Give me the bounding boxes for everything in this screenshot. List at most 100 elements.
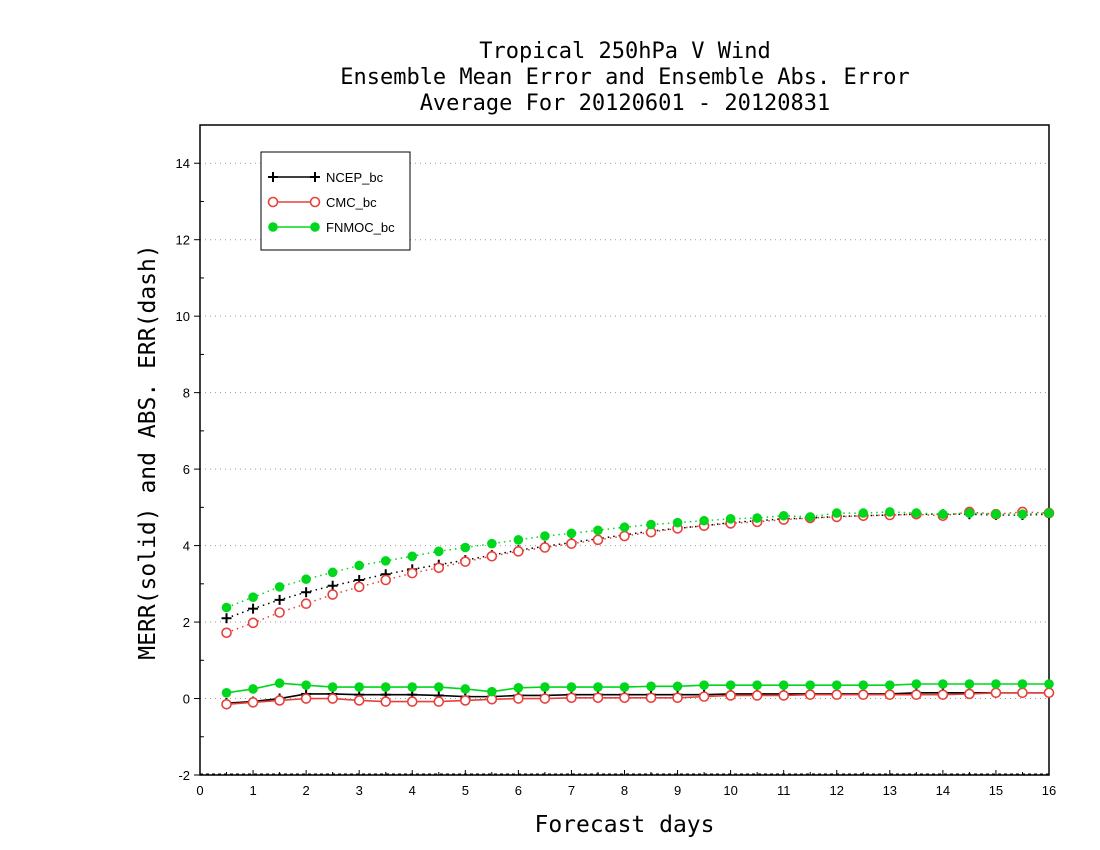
fnmoc-bc-abs-err-point <box>513 535 524 545</box>
x-tick-label: 10 <box>723 783 737 798</box>
cmc-bc-abs-err-point <box>619 530 630 542</box>
cmc-bc-merr-point <box>725 690 736 701</box>
fnmoc-bc-abs-err-point <box>593 525 603 536</box>
cmc-bc-merr-point <box>380 696 392 707</box>
fnmoc-bc-abs-err-point <box>885 507 895 517</box>
x-tick-label: 5 <box>462 783 469 798</box>
cmc-bc-merr-point <box>247 697 259 708</box>
fnmoc-bc-merr-point <box>380 682 391 692</box>
y-tick-label: 14 <box>176 156 190 171</box>
fnmoc-bc-abs-err-point <box>858 508 869 518</box>
fnmoc-bc-abs-err-point <box>407 551 418 562</box>
cmc-bc-merr-point <box>300 693 312 704</box>
x-axis-title: Forecast days <box>534 812 714 838</box>
legend-marker-cmc-bc <box>309 196 321 208</box>
fnmoc-bc-abs-err-point <box>540 531 550 541</box>
cmc-bc-merr-point <box>539 693 551 704</box>
fnmoc-bc-merr-point <box>540 682 550 692</box>
y-tick-label: 4 <box>183 539 190 554</box>
fnmoc-bc-merr-point <box>672 681 683 692</box>
cmc-bc-abs-err-line <box>226 511 1050 634</box>
fnmoc-bc-abs-err-point <box>566 528 577 539</box>
y-tick-label: 12 <box>176 233 190 248</box>
cmc-bc-merr-point <box>911 689 922 701</box>
cmc-bc-abs-err-point <box>274 607 285 618</box>
fnmoc-bc-abs-err-line <box>226 511 1050 609</box>
x-tick-label: 15 <box>989 783 1003 798</box>
legend-marker-ncep-bc <box>310 172 320 182</box>
x-tick-label: 12 <box>830 783 844 798</box>
legend-marker-ncep-bc <box>268 172 278 182</box>
cmc-bc-merr-point <box>645 692 657 704</box>
fnmoc-bc-merr-point <box>327 682 338 692</box>
fnmoc-bc-abs-err-point <box>938 509 948 520</box>
fnmoc-bc-merr-point <box>964 679 975 689</box>
fnmoc-bc-abs-err-point <box>460 542 471 553</box>
fnmoc-bc-abs-err-point <box>274 582 285 592</box>
cmc-bc-merr-point <box>990 687 1002 699</box>
fnmoc-bc-abs-err-point <box>831 508 842 518</box>
fnmoc-bc-merr-point <box>752 680 762 690</box>
fnmoc-bc-abs-err-point <box>778 510 789 521</box>
fnmoc-bc-abs-err-point <box>433 546 444 557</box>
fnmoc-bc-merr-point <box>513 683 524 693</box>
x-tick-label: 7 <box>568 783 575 798</box>
fnmoc-bc-merr-point <box>1044 679 1054 689</box>
fnmoc-bc-abs-err-point <box>380 556 391 566</box>
y-tick-label: 0 <box>183 692 190 707</box>
fnmoc-bc-abs-err-point <box>991 509 1001 520</box>
legend-label-fnmoc-bc: FNMOC_bc <box>326 220 395 235</box>
fnmoc-bc-merr-point <box>646 681 656 692</box>
cmc-bc-merr-point <box>751 690 763 701</box>
legend-label-cmc-bc: CMC_bc <box>326 195 377 210</box>
legend-marker-cmc-bc <box>267 196 279 208</box>
cmc-bc-merr-point <box>884 689 896 701</box>
cmc-bc-merr-point <box>406 696 418 707</box>
x-tick-label: 1 <box>249 783 256 798</box>
fnmoc-bc-merr-point <box>911 679 922 689</box>
fnmoc-bc-abs-err-point <box>248 592 258 603</box>
fnmoc-bc-merr-point <box>248 684 258 694</box>
fnmoc-bc-abs-err-point <box>221 602 232 613</box>
legend-marker-fnmoc-bc <box>310 222 320 232</box>
cmc-bc-abs-err-point <box>327 589 338 600</box>
cmc-bc-abs-err-point <box>513 546 524 557</box>
fnmoc-bc-merr-point <box>460 684 471 694</box>
cmc-bc-merr-point <box>566 692 577 704</box>
cmc-bc-abs-err-point <box>353 581 365 593</box>
fnmoc-bc-abs-err-point <box>752 513 762 523</box>
cmc-bc-merr-point <box>857 689 869 701</box>
y-axis-title: MERR(solid) and ABS. ERR(dash) <box>135 244 161 659</box>
ncep-bc-abs-err-point <box>248 603 259 614</box>
fnmoc-bc-merr-point <box>433 682 444 692</box>
y-tick-label: 2 <box>183 615 190 630</box>
chart-title-line-2: Ensemble Mean Error and Ensemble Abs. Er… <box>340 65 910 90</box>
y-tick-label: 6 <box>183 462 190 477</box>
x-axis-ticks: 0 1 2 3 4 5 6 7 8 9 10 11 12 13 14 15 16 <box>196 770 1056 798</box>
fnmoc-bc-merr-point <box>725 680 736 690</box>
fnmoc-bc-merr-point <box>407 682 418 692</box>
cmc-bc-abs-err-point <box>460 556 471 567</box>
fnmoc-bc-abs-err-point <box>301 574 311 585</box>
fnmoc-bc-abs-err-point <box>327 567 338 578</box>
ncep-bc-abs-err-line <box>226 513 1050 619</box>
chart-title-line-1: Tropical 250hPa V Wind <box>479 39 770 64</box>
cmc-bc-abs-err-point <box>566 538 577 549</box>
fnmoc-bc-abs-err-point <box>672 517 683 528</box>
cmc-bc-merr-point <box>1017 687 1028 699</box>
cmc-bc-abs-err-point <box>406 567 418 579</box>
cmc-bc-merr-point <box>221 698 232 710</box>
fnmoc-bc-abs-err-point <box>805 512 816 522</box>
cmc-bc-merr-point <box>460 695 471 706</box>
fnmoc-bc-abs-err-point <box>1044 508 1054 518</box>
x-tick-label: 16 <box>1042 783 1056 798</box>
x-tick-label: 13 <box>883 783 897 798</box>
cmc-bc-merr-point <box>1043 687 1055 699</box>
cmc-bc-merr-point <box>619 692 630 704</box>
fnmoc-bc-merr-point <box>301 680 311 690</box>
cmc-bc-merr-point <box>698 691 710 702</box>
legend-box <box>260 151 411 251</box>
ncep-bc-abs-err-point <box>221 613 232 624</box>
